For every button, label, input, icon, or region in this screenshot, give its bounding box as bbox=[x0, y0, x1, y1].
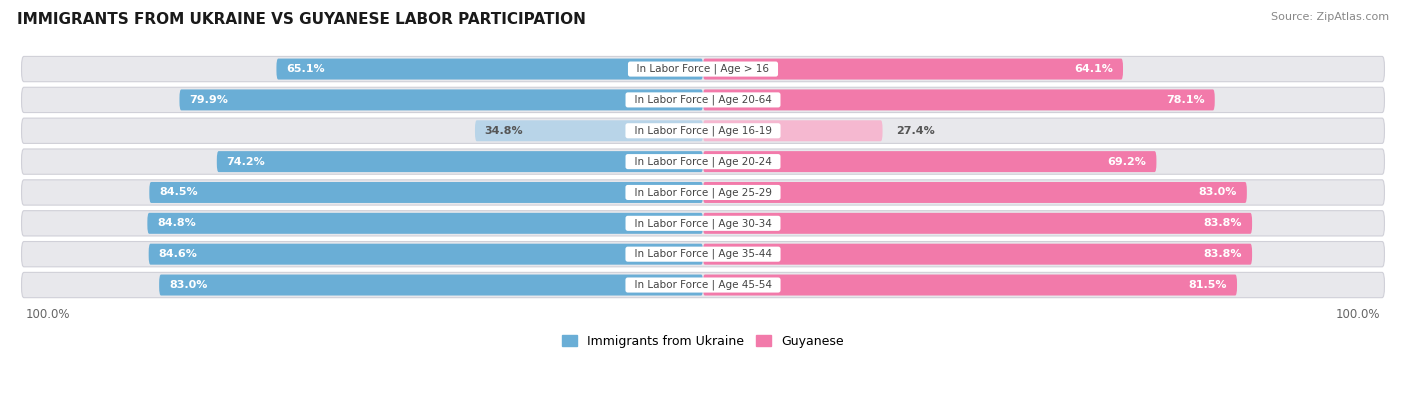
Text: 81.5%: 81.5% bbox=[1188, 280, 1227, 290]
FancyBboxPatch shape bbox=[217, 151, 703, 172]
Text: 84.5%: 84.5% bbox=[159, 188, 198, 198]
Text: 83.8%: 83.8% bbox=[1204, 249, 1243, 259]
FancyBboxPatch shape bbox=[703, 89, 1215, 111]
FancyBboxPatch shape bbox=[703, 182, 1247, 203]
FancyBboxPatch shape bbox=[703, 151, 1156, 172]
Text: IMMIGRANTS FROM UKRAINE VS GUYANESE LABOR PARTICIPATION: IMMIGRANTS FROM UKRAINE VS GUYANESE LABO… bbox=[17, 12, 586, 27]
Text: 83.0%: 83.0% bbox=[1199, 188, 1237, 198]
Text: 84.6%: 84.6% bbox=[159, 249, 197, 259]
FancyBboxPatch shape bbox=[149, 244, 703, 265]
FancyBboxPatch shape bbox=[703, 58, 1123, 79]
Text: 79.9%: 79.9% bbox=[190, 95, 228, 105]
Text: 27.4%: 27.4% bbox=[896, 126, 935, 136]
Text: 83.0%: 83.0% bbox=[169, 280, 207, 290]
Text: 74.2%: 74.2% bbox=[226, 156, 266, 167]
Text: Source: ZipAtlas.com: Source: ZipAtlas.com bbox=[1271, 12, 1389, 22]
Text: In Labor Force | Age 45-54: In Labor Force | Age 45-54 bbox=[627, 280, 779, 290]
Legend: Immigrants from Ukraine, Guyanese: Immigrants from Ukraine, Guyanese bbox=[557, 330, 849, 353]
Text: In Labor Force | Age 30-34: In Labor Force | Age 30-34 bbox=[628, 218, 778, 229]
FancyBboxPatch shape bbox=[703, 275, 1237, 295]
FancyBboxPatch shape bbox=[703, 213, 1253, 234]
FancyBboxPatch shape bbox=[21, 180, 1385, 205]
FancyBboxPatch shape bbox=[148, 213, 703, 234]
Text: In Labor Force | Age 20-64: In Labor Force | Age 20-64 bbox=[628, 95, 778, 105]
Text: In Labor Force | Age 25-29: In Labor Force | Age 25-29 bbox=[627, 187, 779, 198]
FancyBboxPatch shape bbox=[149, 182, 703, 203]
FancyBboxPatch shape bbox=[277, 58, 703, 79]
Text: 65.1%: 65.1% bbox=[287, 64, 325, 74]
Text: In Labor Force | Age 16-19: In Labor Force | Age 16-19 bbox=[627, 126, 779, 136]
FancyBboxPatch shape bbox=[21, 56, 1385, 82]
Text: In Labor Force | Age 35-44: In Labor Force | Age 35-44 bbox=[627, 249, 779, 260]
Text: 34.8%: 34.8% bbox=[485, 126, 523, 136]
Text: 83.8%: 83.8% bbox=[1204, 218, 1243, 228]
FancyBboxPatch shape bbox=[21, 149, 1385, 174]
Text: 69.2%: 69.2% bbox=[1108, 156, 1147, 167]
FancyBboxPatch shape bbox=[703, 244, 1253, 265]
Text: 64.1%: 64.1% bbox=[1074, 64, 1114, 74]
FancyBboxPatch shape bbox=[21, 241, 1385, 267]
Text: In Labor Force | Age 20-24: In Labor Force | Age 20-24 bbox=[628, 156, 778, 167]
Text: In Labor Force | Age > 16: In Labor Force | Age > 16 bbox=[630, 64, 776, 74]
FancyBboxPatch shape bbox=[475, 120, 703, 141]
FancyBboxPatch shape bbox=[21, 118, 1385, 143]
FancyBboxPatch shape bbox=[21, 211, 1385, 236]
Text: 84.8%: 84.8% bbox=[157, 218, 195, 228]
FancyBboxPatch shape bbox=[703, 120, 883, 141]
FancyBboxPatch shape bbox=[159, 275, 703, 295]
FancyBboxPatch shape bbox=[180, 89, 703, 111]
FancyBboxPatch shape bbox=[21, 87, 1385, 113]
Text: 78.1%: 78.1% bbox=[1167, 95, 1205, 105]
FancyBboxPatch shape bbox=[21, 273, 1385, 298]
